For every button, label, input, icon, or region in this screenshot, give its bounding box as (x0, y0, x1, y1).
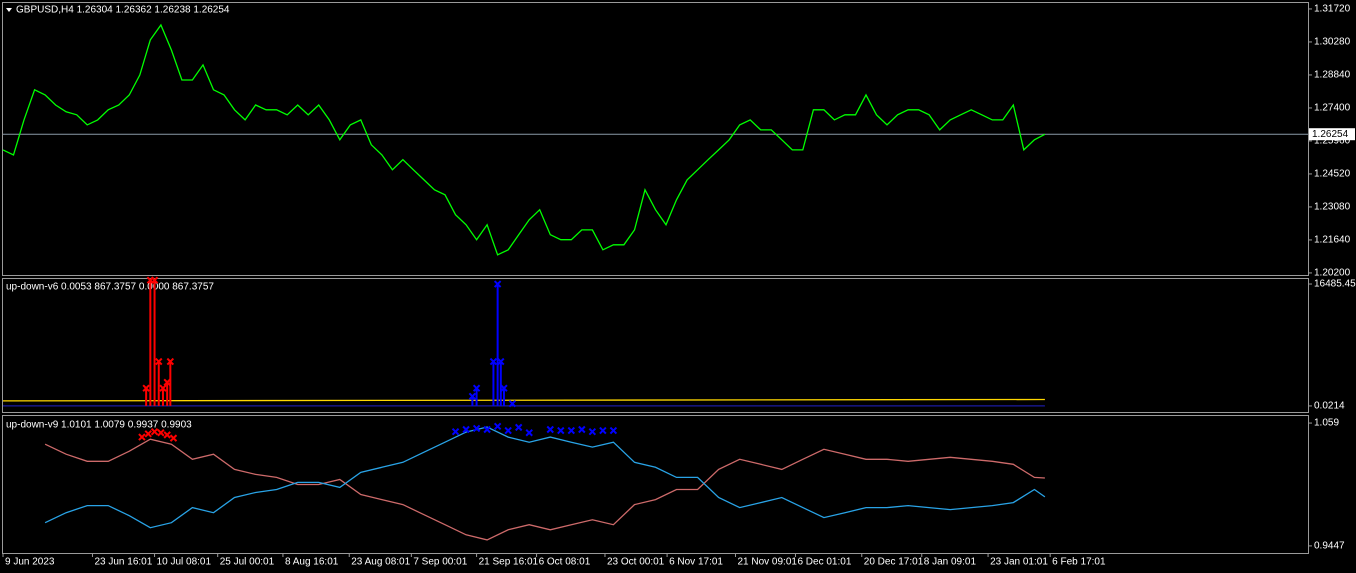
signal-marker (462, 425, 470, 434)
y-tick-label: 16485.450 (1314, 279, 1356, 290)
menu-triangle[interactable] (6, 8, 12, 12)
signal-marker (163, 431, 171, 439)
series-line (2, 23, 1046, 256)
x-tick-label: 8 Aug 16:01 (285, 557, 339, 568)
signal-marker (514, 423, 523, 432)
y-tick-label: 0.9447 (1314, 541, 1345, 552)
series-line (2, 398, 1045, 402)
signal-marker (144, 430, 152, 438)
x-tick-label: 23 Jan 01:01 (990, 557, 1048, 568)
signal-marker (150, 427, 159, 436)
y-tick-label: 1.21640 (1314, 235, 1351, 246)
x-tick-label: 6 Oct 08:01 (539, 557, 591, 568)
signal-stick (508, 400, 517, 408)
x-tick-label: 10 Jul 08:01 (157, 557, 212, 568)
signal-marker (599, 426, 607, 435)
signal-marker (483, 425, 491, 434)
signal-stick (166, 357, 175, 406)
signal-marker (525, 429, 533, 437)
panel-frame (2, 278, 1309, 413)
series-line (44, 438, 1045, 541)
x-tick-label: 6 Feb 17:01 (1052, 557, 1106, 568)
signal-stick (159, 384, 167, 406)
signal-stick (150, 276, 159, 406)
series-line (44, 426, 1046, 529)
signal-stick (489, 357, 498, 406)
x-tick-label: 6 Dec 01:01 (797, 557, 851, 568)
x-tick-label: 20 Dec 17:01 (864, 557, 924, 568)
last-price-label: 1.26254 (1312, 129, 1349, 140)
panel-frame (2, 415, 1309, 554)
y-tick-label: 0.0214 (1314, 401, 1345, 412)
last-price-box (1309, 128, 1355, 141)
signal-stick (472, 384, 481, 406)
signal-stick (142, 384, 150, 406)
y-tick-label: 1.20200 (1314, 268, 1351, 279)
x-tick-label: 9 Jun 2023 (5, 557, 55, 568)
signal-marker (472, 424, 481, 433)
signal-marker (451, 427, 460, 436)
x-tick-label: 21 Sep 16:01 (479, 557, 539, 568)
signal-stick (493, 280, 502, 406)
y-tick-label: 1.24520 (1314, 169, 1351, 180)
signal-marker (493, 422, 502, 430)
x-tick-label: 23 Oct 00:01 (607, 557, 665, 568)
y-tick-label: 1.25960 (1314, 136, 1351, 147)
signal-marker (567, 426, 576, 435)
y-tick-label: 1.23080 (1314, 202, 1351, 213)
x-tick-label: 7 Sep 00:01 (413, 557, 467, 568)
y-tick-label: 1.30280 (1314, 37, 1351, 48)
x-tick-label: 23 Aug 08:01 (351, 557, 410, 568)
y-tick-label: 1.28840 (1314, 70, 1351, 81)
y-tick-label: 1.27400 (1314, 103, 1351, 114)
signal-marker (578, 425, 586, 434)
x-tick-label: 25 Jul 00:01 (220, 557, 275, 568)
y-tick-label: 1.31720 (1314, 4, 1351, 15)
x-tick-label: 23 Jun 16:01 (94, 557, 152, 568)
signal-marker (169, 434, 178, 442)
signal-stick (497, 357, 505, 406)
x-tick-label: 8 Jan 09:01 (924, 557, 977, 568)
signal-marker (557, 426, 565, 435)
y-tick-label: 1.059 (1314, 418, 1339, 429)
signal-marker (609, 426, 618, 435)
signal-stick (500, 384, 508, 406)
indicator-title: up-down-v9 1.0101 1.0079 0.9937 0.9903 (6, 420, 192, 431)
signal-marker (138, 433, 146, 441)
chart-title: GBPUSD,H4 1.26304 1.26362 1.26238 1.2625… (16, 5, 230, 16)
indicator-title: up-down-v6 0.0053 867.3757 0.0000 867.37… (6, 282, 214, 293)
signal-marker (546, 425, 554, 434)
signal-stick (155, 357, 163, 406)
signal-marker (588, 427, 597, 436)
signal-stick (468, 392, 477, 406)
signal-marker (504, 426, 512, 435)
signal-marker (157, 429, 165, 437)
x-tick-label: 6 Nov 17:01 (669, 557, 723, 568)
panel-frame (2, 2, 1309, 276)
x-tick-label: 21 Nov 09:01 (737, 557, 797, 568)
signal-stick (163, 378, 171, 406)
